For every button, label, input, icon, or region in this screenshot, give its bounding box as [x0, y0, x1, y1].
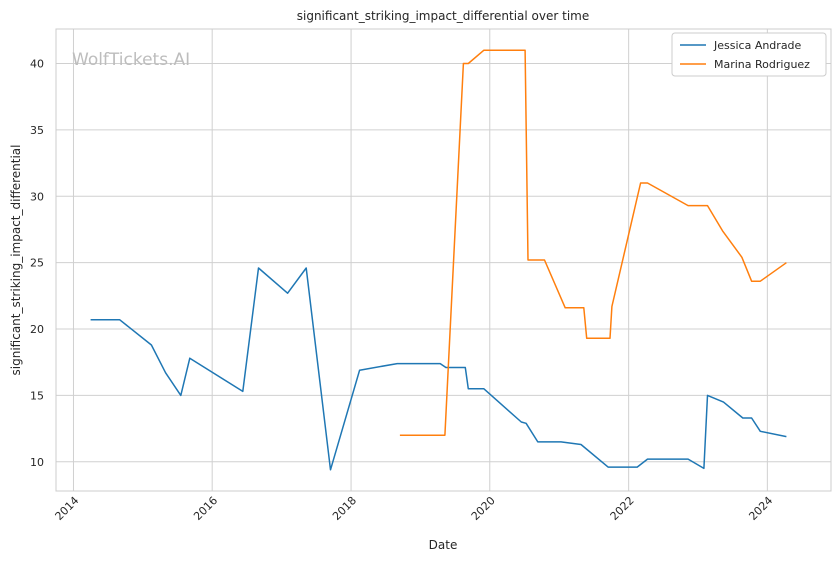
x-tick-label: 2020: [469, 494, 498, 523]
y-tick-label: 40: [30, 58, 44, 71]
y-axis-label: significant_striking_impact_differential: [9, 145, 23, 376]
watermark-text: WolfTickets.AI: [72, 50, 190, 70]
x-tick-label: 2024: [746, 494, 775, 523]
legend-box: [671, 32, 827, 77]
series-line-marina-rodriguez: [399, 49, 787, 436]
y-tick-label: 25: [30, 257, 44, 270]
series-line-jessica-andrade: [90, 267, 787, 471]
y-tick-label: 15: [30, 389, 44, 402]
series-lines: [90, 49, 787, 471]
x-tick-label: 2022: [608, 494, 637, 523]
plot-frame: [55, 28, 832, 492]
legend-label-marina-rodriguez: Marina Rodriguez: [714, 58, 810, 71]
y-tick-label: 10: [30, 456, 44, 469]
x-axis-label: Date: [429, 538, 458, 552]
legend: Jessica Andrade Marina Rodriguez: [671, 32, 827, 77]
y-tick-label: 35: [30, 124, 44, 137]
chart-title: significant_striking_impact_differential…: [297, 9, 589, 23]
x-tick-label: 2016: [191, 494, 220, 523]
y-tick-label: 20: [30, 323, 44, 336]
tick-labels: 10 15 20 25 30 35 40 2014 2016 2018 2020 2022 2024: [30, 58, 775, 524]
x-tick-label: 2014: [53, 494, 82, 523]
x-tick-label: 2018: [330, 494, 359, 523]
y-tick-label: 30: [30, 190, 44, 203]
grid: [56, 29, 831, 491]
legend-label-jessica-andrade: Jessica Andrade: [713, 39, 802, 52]
